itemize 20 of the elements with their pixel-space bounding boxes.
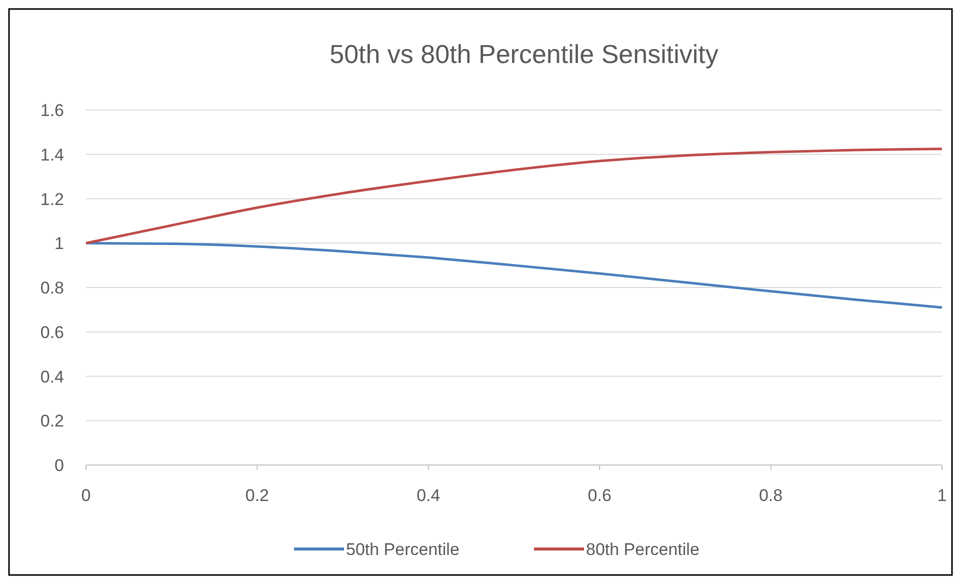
legend-label: 50th Percentile <box>346 540 460 559</box>
x-tick-label: 0.8 <box>758 486 783 505</box>
legend-label: 80th Percentile <box>586 540 700 559</box>
y-tick-label: 0.6 <box>40 322 64 342</box>
chart-title: 50th vs 80th Percentile Sensitivity <box>330 39 718 69</box>
y-tick-label: 1.6 <box>40 101 64 120</box>
y-tick-label: 1.2 <box>40 190 64 209</box>
x-tick-label: 0.4 <box>416 486 440 505</box>
y-tick-label: 0.4 <box>40 367 64 386</box>
y-tick-label: 0 <box>54 456 64 475</box>
y-tick-label: 1.4 <box>40 145 64 164</box>
line-series <box>84 242 944 309</box>
x-tick-label: 0.6 <box>588 486 612 505</box>
x-tick-label: 0.2 <box>245 486 270 505</box>
y-tick-label: 1 <box>54 234 64 254</box>
x-tick-label: 0 <box>81 486 91 505</box>
y-tick-label: 0.8 <box>40 278 64 298</box>
y-tick-label: 0.2 <box>40 412 64 431</box>
line-series <box>84 148 944 244</box>
x-tick-label: 1 <box>937 486 947 505</box>
